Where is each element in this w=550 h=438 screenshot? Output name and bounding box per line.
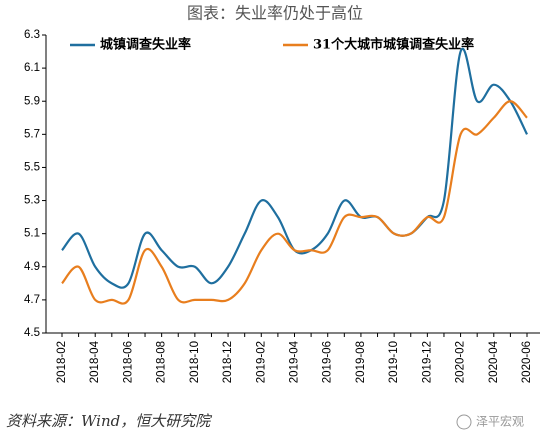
y-tick-label: 4.5: [24, 327, 40, 339]
watermark-icon: [456, 414, 472, 430]
line-series: [61, 47, 528, 289]
y-tick-label: 4.7: [24, 294, 40, 306]
y-tick-label: 5.3: [24, 195, 40, 207]
x-tick-label: 2019-04: [289, 340, 301, 383]
source-note: 资料来源：Wind，恒大研究院: [6, 412, 212, 430]
x-tick-label: 2019-06: [322, 341, 334, 383]
y-tick-label: 6.1: [24, 62, 40, 74]
x-tick-label: 2018-08: [156, 341, 168, 383]
x-tick-label: 2020-04: [488, 340, 500, 383]
y-tick-label: 4.9: [24, 261, 40, 273]
y-tick-label: 5.1: [24, 228, 40, 240]
x-tick-label: 2019-02: [255, 341, 267, 383]
x-tick-label: 2020-06: [521, 341, 533, 383]
watermark: 泽平宏观: [476, 414, 524, 429]
x-tick-label: 2018-10: [189, 341, 201, 383]
x-tick-label: 2018-06: [122, 341, 134, 383]
x-tick-label: 2018-02: [56, 341, 68, 383]
x-tick-label: 2019-10: [388, 341, 400, 383]
x-tick-label: 2019-08: [355, 341, 367, 383]
y-tick-label: 5.9: [24, 95, 40, 107]
x-tick-label: 2019-12: [421, 341, 433, 383]
y-tick-label: 6.3: [24, 29, 40, 41]
chart-title: 图表：失业率仍处于高位: [187, 4, 363, 23]
legend-label: 城镇调查失业率: [100, 37, 191, 53]
x-tick-label: 2020-02: [455, 341, 467, 383]
x-tick-label: 2018-04: [89, 340, 101, 383]
line-series: [61, 100, 528, 305]
y-tick-label: 5.5: [24, 161, 40, 173]
y-tick-label: 5.7: [24, 128, 40, 140]
legend-label: 31个大城市城镇调查失业率: [313, 37, 474, 53]
x-tick-label: 2018-12: [222, 341, 234, 383]
